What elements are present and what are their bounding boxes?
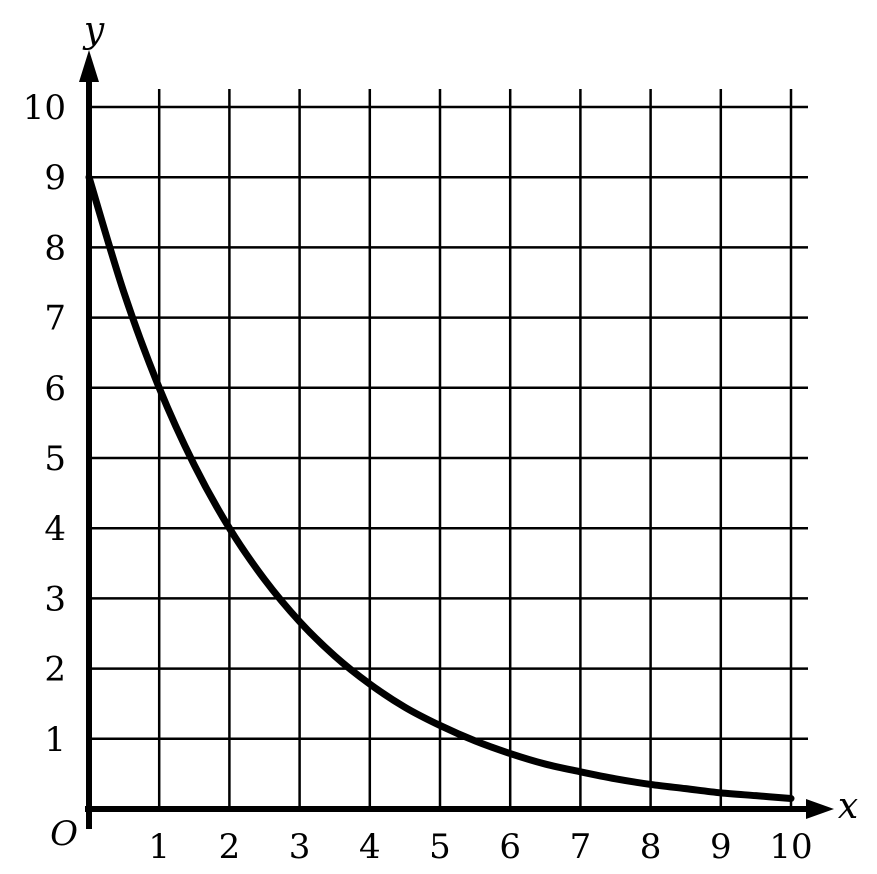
x-tick-label: 8 [640, 827, 662, 867]
x-tick-label: 3 [289, 827, 311, 867]
y-tick-label: 2 [44, 650, 66, 690]
y-tick-label: 1 [44, 720, 66, 760]
y-axis-label: y [82, 10, 105, 51]
labels: y x O 1 2 3 4 5 6 7 8 9 10 1 2 3 4 5 6 7 8 9 10 [23, 10, 858, 867]
series-line [85, 173, 795, 802]
y-tick-label: 10 [23, 88, 66, 128]
x-tick-label: 10 [769, 827, 812, 867]
curve-layer [85, 173, 795, 802]
y-tick-label: 3 [44, 579, 66, 619]
x-tick-label: 2 [219, 827, 241, 867]
x-axis-label: x [838, 786, 858, 827]
x-tick-label: 5 [429, 827, 451, 867]
x-tick-label: 6 [499, 827, 521, 867]
y-tick-label: 5 [44, 439, 66, 479]
x-tick-label: 4 [359, 827, 381, 867]
y-tick-label: 6 [44, 369, 66, 409]
x-axis-arrow [806, 799, 834, 819]
y-tick-label: 8 [44, 228, 66, 268]
x-tick-label: 9 [710, 827, 732, 867]
x-tick-label: 1 [148, 827, 170, 867]
x-tick-label: 7 [570, 827, 592, 867]
y-tick-label: 7 [44, 299, 66, 339]
origin-label: O [50, 814, 78, 854]
axes [79, 50, 834, 829]
y-tick-label: 9 [44, 158, 66, 198]
grid [89, 89, 808, 809]
y-axis-arrow [79, 50, 99, 82]
y-tick-label: 4 [44, 509, 66, 549]
